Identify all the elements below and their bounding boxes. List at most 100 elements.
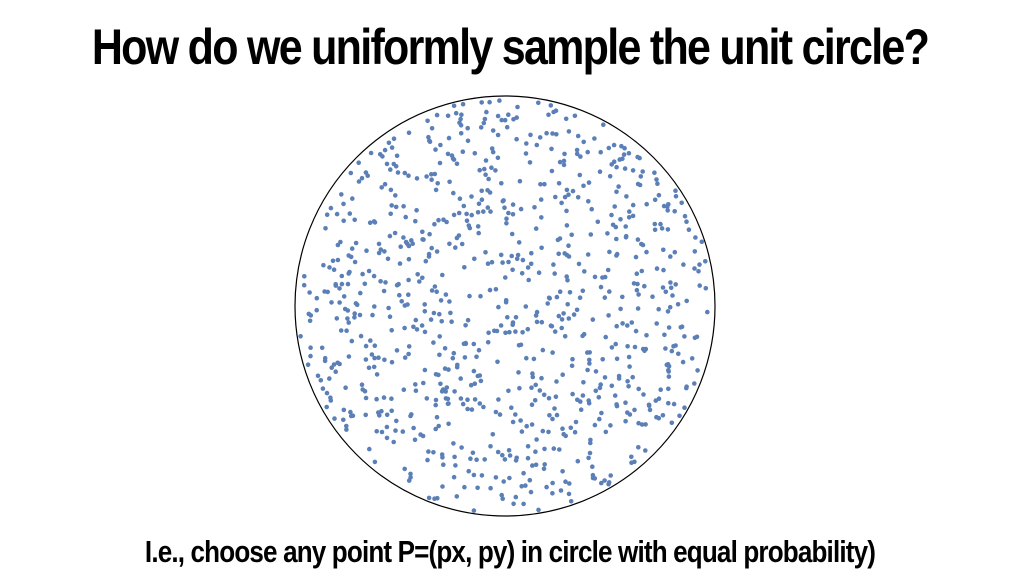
sample-point [452,454,457,460]
sample-point [418,432,423,437]
sample-point [601,122,606,127]
sample-point [681,262,686,267]
sample-point [433,397,439,403]
sample-point [509,405,514,411]
sample-point [478,378,484,384]
sample-point [324,390,330,396]
sample-point [609,212,614,218]
sample-point [634,287,640,293]
sample-point [682,405,687,411]
sample-point [475,210,481,215]
sample-point [337,300,342,305]
sample-point [533,313,539,318]
sample-point [660,285,666,290]
sample-point [549,168,555,174]
sample-point [419,323,425,328]
sample-point [458,396,464,401]
sample-point [507,329,512,335]
sample-point [388,187,394,193]
sample-point [520,330,525,335]
sample-point [331,267,337,273]
sample-point [346,320,352,325]
sample-point [471,508,477,513]
sample-point [451,190,456,196]
sample-point [481,120,487,126]
sample-point [552,329,558,334]
sample-point [446,421,451,427]
sample-point [469,407,475,412]
sample-point [406,243,412,249]
sample-point [429,126,435,131]
sample-point [692,381,697,386]
sample-point [519,429,525,434]
sample-point [505,315,510,320]
sample-point [360,387,366,392]
sample-point [389,328,395,333]
sample-point [626,384,631,389]
sample-point [460,101,466,107]
sample-point [569,363,575,369]
sample-point [564,274,569,279]
sample-point [664,362,670,368]
sample-point [384,435,390,441]
sample-point [682,213,688,219]
sample-point [308,345,313,351]
sample-point [469,194,474,199]
sample-point [385,256,391,262]
sample-point [493,409,499,415]
sample-point [411,425,416,431]
sample-point [644,333,649,338]
sample-point [447,299,452,304]
sample-point [654,321,659,326]
sample-point [545,301,550,306]
sample-point [371,273,377,279]
sample-point [482,457,488,462]
sample-point [590,317,596,322]
sample-point [520,257,526,263]
sample-point [665,227,671,232]
sample-point [399,299,405,304]
sample-point [510,202,516,207]
sample-point [627,209,632,214]
sample-point [602,478,607,483]
sample-point [530,463,535,468]
sample-point [510,212,516,217]
sample-point [437,160,443,166]
sample-point [497,98,502,103]
sample-point [341,218,347,224]
sample-point [679,200,684,206]
sample-point [544,130,549,136]
sample-point [597,169,603,174]
sample-point [547,296,552,301]
sample-point [537,388,543,393]
sample-point [443,292,449,297]
sample-point [434,249,440,254]
sample-point [551,446,557,451]
sample-point [513,315,519,320]
sample-point [614,356,620,362]
sample-point [456,233,462,238]
sample-point [478,293,483,299]
sample-point [586,455,591,461]
sample-point [513,329,518,334]
sample-point [680,359,686,365]
sample-point [575,458,581,464]
sample-point [425,118,430,124]
sample-point [453,245,458,250]
sample-point [426,254,432,259]
sample-point [402,325,407,331]
sample-point [666,369,671,374]
sample-point [618,306,623,312]
sample-point [563,479,568,485]
sample-point [382,249,387,254]
sample-point [546,429,551,435]
sample-point [635,281,640,287]
sample-point [586,199,591,204]
sample-point [427,138,432,144]
sample-point [656,415,662,421]
sample-point [652,221,658,227]
sample-point [352,217,358,223]
sample-point [509,253,514,259]
sample-point [335,257,341,263]
sample-point [406,478,412,483]
